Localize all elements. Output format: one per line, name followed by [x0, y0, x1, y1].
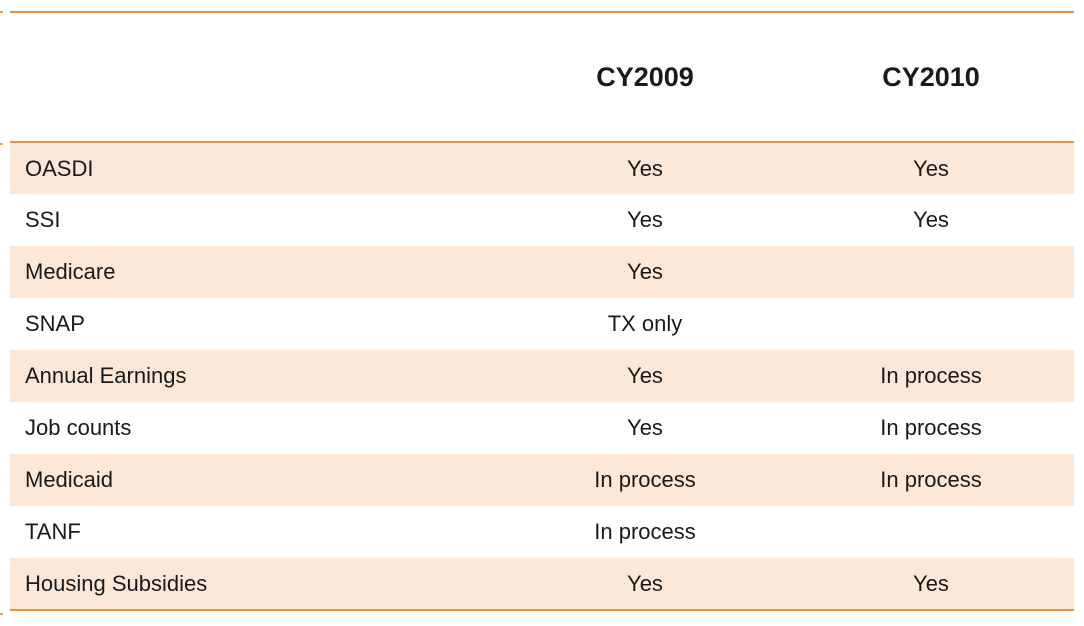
- cy2009-value: Yes: [627, 415, 663, 440]
- cy2010-value: In process: [880, 467, 982, 492]
- table-row-snap: SNAP TX only: [10, 298, 1074, 350]
- cy2009-value: Yes: [627, 155, 663, 181]
- header-cy2009: CY2009: [502, 12, 788, 143]
- program-label: Annual Earnings: [25, 363, 187, 388]
- cy2010-value: [788, 506, 1074, 558]
- cy2009-value: In process: [594, 467, 696, 492]
- table-row-job-counts: Job counts Yes In process: [10, 402, 1074, 454]
- cy2009-value: Yes: [627, 207, 663, 232]
- cy2010-value: [788, 246, 1074, 298]
- program-label: Medicare: [25, 259, 116, 284]
- left-edge-tick-top: [0, 11, 3, 13]
- cy2009-value: Yes: [627, 570, 663, 596]
- cy2010-value: Yes: [913, 570, 949, 596]
- program-label: Job counts: [25, 415, 132, 440]
- cy2009-value: Yes: [627, 363, 663, 388]
- cy2010-value: [788, 298, 1074, 350]
- program-label: OASDI: [25, 155, 94, 181]
- header-empty-cell: [10, 12, 502, 143]
- cy2010-value: Yes: [913, 155, 949, 181]
- table-row-annual-earnings: Annual Earnings Yes In process: [10, 350, 1074, 402]
- program-label: SNAP: [25, 311, 85, 336]
- header-cy2010: CY2010: [788, 12, 1074, 143]
- header-row: CY2009 CY2010: [10, 12, 1074, 143]
- cy2010-value: In process: [880, 363, 982, 388]
- table-row-oasdi: OASDI Yes Yes: [10, 142, 1074, 194]
- left-edge-tick-bottom: [0, 613, 3, 615]
- program-label: Medicaid: [25, 467, 114, 492]
- left-edge-tick-middle: [0, 143, 3, 145]
- table-header: CY2009 CY2010: [10, 12, 1074, 143]
- program-label: TANF: [25, 519, 81, 544]
- programs-availability-table: CY2009 CY2010 OASDI Yes Yes SSI Yes Yes …: [10, 11, 1074, 611]
- table-row-housing-subsidies: Housing Subsidies Yes Yes: [10, 558, 1074, 610]
- cy2009-value: In process: [594, 519, 696, 544]
- table-row-ssi: SSI Yes Yes: [10, 194, 1074, 246]
- cy2009-value: Yes: [627, 259, 663, 284]
- table-row-medicaid: Medicaid In process In process: [10, 454, 1074, 506]
- program-label: Housing Subsidies: [25, 570, 208, 596]
- program-label: SSI: [25, 207, 61, 232]
- cy2010-value: In process: [880, 415, 982, 440]
- programs-table-wrap: CY2009 CY2010 OASDI Yes Yes SSI Yes Yes …: [10, 11, 1074, 611]
- cy2009-value: TX only: [607, 311, 683, 336]
- table-row-tanf: TANF In process: [10, 506, 1074, 558]
- cy2010-value: Yes: [913, 207, 949, 232]
- table-row-medicare: Medicare Yes: [10, 246, 1074, 298]
- table-body: OASDI Yes Yes SSI Yes Yes Medicare Yes S…: [10, 142, 1074, 610]
